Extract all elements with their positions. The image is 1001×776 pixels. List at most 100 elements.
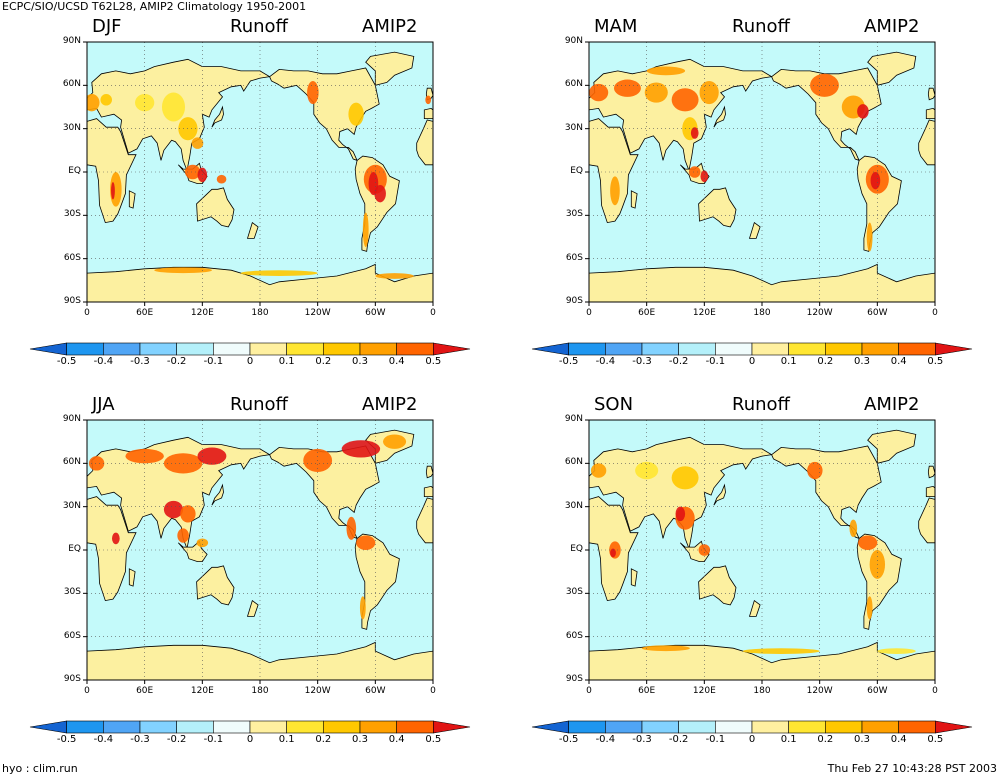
continent-newzealand — [246, 599, 259, 617]
y-tick-label: 30N — [62, 122, 81, 133]
continent-uk — [927, 465, 935, 479]
colorbar-label: 0.4 — [890, 356, 907, 367]
continent-madagascar — [128, 190, 136, 209]
colorbar-label: -0.1 — [203, 734, 224, 745]
y-tick-label: 90S — [565, 674, 583, 684]
colorbar-box — [396, 342, 434, 356]
continent-antarctica — [589, 641, 935, 680]
y-tick-label: 30S — [63, 587, 81, 598]
colorbar-box — [66, 342, 104, 356]
colorbar — [531, 342, 973, 356]
x-tick-label: 60W — [365, 308, 386, 318]
colorbar-box — [323, 342, 361, 356]
y-tick-label: EQ — [570, 544, 583, 554]
colorbar-label: -0.4 — [595, 356, 616, 367]
continent-uk — [927, 87, 935, 101]
runoff-shade — [87, 94, 100, 112]
colorbar-label: -0.5 — [558, 734, 579, 745]
panel-season-label: SON — [594, 394, 634, 415]
colorbar-box — [825, 342, 863, 356]
continent-africa_w — [416, 119, 433, 166]
continent-antarctica — [589, 263, 935, 302]
colorbar-box — [323, 720, 361, 734]
continent-newzealand — [748, 599, 761, 617]
panel-variable-label: Runoff — [230, 394, 288, 415]
colorbar-min-arrow — [29, 342, 67, 356]
colorbar-box — [641, 342, 679, 356]
panel-model-label: AMIP2 — [864, 394, 920, 415]
x-tick-label: 60E — [638, 308, 656, 318]
colorbar-max-arrow — [433, 720, 471, 734]
panel-variable-label: Runoff — [230, 16, 288, 37]
colorbar-box — [751, 720, 789, 734]
colorbar-box — [861, 720, 899, 734]
colorbar-box — [898, 720, 936, 734]
colorbar-box — [286, 720, 324, 734]
colorbar-label: -0.3 — [130, 356, 150, 367]
runoff-shade — [870, 172, 881, 190]
x-tick-label: 0 — [586, 686, 592, 696]
runoff-shade — [858, 535, 878, 550]
runoff-shade — [877, 648, 916, 654]
colorbar-label: -0.4 — [595, 734, 616, 745]
colorbar-label: -0.4 — [93, 734, 114, 745]
continent-iberia — [423, 485, 433, 497]
colorbar-label: 0 — [748, 356, 756, 367]
colorbar-box — [678, 342, 716, 356]
map-panel-jja: JJA Runoff AMIP2 90N 60N 30N EQ 30S 60S 90S 0 60E 12… — [0, 378, 500, 758]
y-tick-label: 60S — [63, 252, 81, 263]
continent-japan — [713, 105, 726, 128]
runoff-shade — [100, 94, 112, 106]
colorbar-box — [139, 720, 177, 734]
y-tick-label: 30N — [564, 500, 583, 511]
runoff-shade — [346, 516, 357, 540]
y-tick-label: EQ — [570, 166, 583, 176]
y-tick-label: 30S — [565, 209, 583, 220]
colorbar-label: 0.4 — [890, 734, 907, 745]
colorbar-label: 0.2 — [817, 734, 834, 745]
colorbar-label: -0.1 — [705, 356, 726, 367]
runoff-shade — [196, 538, 209, 548]
land-layer — [87, 51, 433, 302]
y-tick-label: 60N — [564, 457, 583, 468]
x-tick-label: 0 — [586, 308, 592, 318]
colorbar-label: -0.5 — [56, 734, 77, 745]
continent-africa — [589, 118, 639, 224]
y-tick-label: 60S — [565, 252, 583, 263]
continent-australia — [196, 565, 235, 606]
colorbar-box — [66, 720, 104, 734]
colorbar-box — [213, 342, 251, 356]
runoff-shade — [671, 88, 699, 112]
runoff-shade — [197, 447, 227, 465]
colorbar-min-arrow — [531, 720, 569, 734]
colorbar-label: 0.2 — [817, 356, 834, 367]
continent-africa — [87, 496, 137, 602]
colorbar-box — [568, 342, 606, 356]
colorbar-label: 0 — [246, 734, 254, 745]
colorbar-box — [213, 720, 251, 734]
continent-antarctica — [87, 641, 433, 680]
continent-namerica — [771, 445, 882, 540]
colorbar-box — [103, 342, 141, 356]
continent-eurasia — [87, 436, 271, 551]
continent-namerica — [771, 67, 882, 162]
continent-australia — [698, 187, 737, 228]
runoff-shade — [359, 596, 366, 620]
continent-africa_w — [918, 497, 935, 544]
panel-variable-label: Runoff — [732, 16, 790, 37]
runoff-shade — [216, 174, 227, 184]
colorbar-label: -0.5 — [56, 356, 77, 367]
runoff-shade — [374, 185, 386, 203]
panel-model-label: AMIP2 — [864, 16, 920, 37]
x-tick-label: 120W — [806, 686, 833, 696]
colorbar-box — [641, 720, 679, 734]
runoff-shade — [161, 92, 186, 122]
y-tick-label: 30N — [62, 500, 81, 511]
continent-iberia — [925, 485, 935, 497]
y-tick-label: 60N — [564, 79, 583, 90]
runoff-shade — [613, 79, 641, 97]
runoff-shade — [111, 532, 120, 545]
y-tick-label: 30S — [565, 587, 583, 598]
colorbar-label: -0.2 — [668, 734, 689, 745]
colorbar-label: 0.2 — [315, 356, 332, 367]
